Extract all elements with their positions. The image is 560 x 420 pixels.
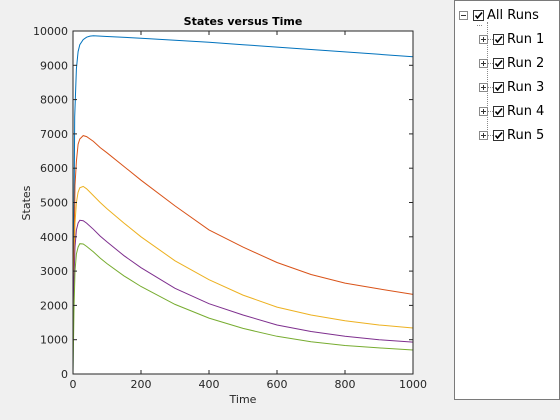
checkbox-run-3[interactable]: [493, 81, 504, 93]
collapse-icon[interactable]: [459, 10, 468, 20]
checkbox-run-4[interactable]: [493, 105, 504, 117]
tree-label-run-1: Run 1: [507, 31, 545, 47]
tree-row-run-2[interactable]: Run 2: [479, 53, 544, 73]
checkmark-icon: [474, 11, 483, 19]
checkmark-icon: [494, 35, 503, 43]
expand-icon[interactable]: [479, 130, 488, 140]
x-tick-label: 600: [267, 378, 288, 391]
tree-row-all-runs[interactable]: All Runs: [459, 5, 539, 26]
checkmark-icon: [494, 131, 503, 139]
tree-label-run-5: Run 5: [507, 127, 545, 143]
series-line-run-4: [72, 219, 414, 343]
y-tick-label: 5000: [40, 197, 68, 210]
tree-row-run-4[interactable]: Run 4: [479, 101, 544, 121]
checkmark-icon: [494, 83, 503, 91]
tree-connector-line: [488, 38, 493, 40]
expand-icon[interactable]: [479, 58, 488, 68]
y-tick-label: 6000: [40, 162, 68, 175]
y-tick-label: 2000: [40, 299, 68, 312]
y-axis-label: States: [20, 185, 33, 220]
y-tick-label: 10000: [33, 25, 68, 38]
x-tick-label: 200: [131, 378, 152, 391]
chart-title: States versus Time: [184, 15, 303, 28]
checkbox-run-1[interactable]: [493, 33, 504, 45]
tree-row-run-3[interactable]: Run 3: [479, 77, 544, 97]
runs-tree-panel[interactable]: All Runs Run 1 Run 2 Run 3 Run 4 Run 5: [454, 0, 560, 400]
tree-label-run-2: Run 2: [507, 55, 545, 71]
tree-connector-line: [488, 62, 493, 64]
y-tick-label: 4000: [40, 231, 68, 244]
x-tick-label: 0: [70, 378, 77, 391]
checkbox-run-5[interactable]: [493, 129, 504, 141]
expand-icon[interactable]: [479, 82, 488, 92]
y-tick-label: 7000: [40, 128, 68, 141]
tree-row-run-5[interactable]: Run 5: [479, 125, 544, 145]
states-vs-time-chart: 0 200 400 600 800 100001000200030004000500060…: [20, 15, 427, 406]
tree-connector-line: [477, 24, 482, 26]
tree-connector-line: [488, 110, 493, 112]
expand-icon[interactable]: [479, 34, 488, 44]
tree-label-all-runs: All Runs: [487, 7, 539, 23]
tree-label-run-4: Run 4: [507, 103, 545, 119]
checkmark-icon: [494, 59, 503, 67]
x-tick-label: 400: [199, 378, 220, 391]
y-tick-label: 3000: [40, 265, 68, 278]
y-tick-label: 8000: [40, 94, 68, 107]
x-tick-label: 1000: [399, 378, 427, 391]
tree-connector-line: [488, 86, 493, 88]
series-line-run-1: [72, 35, 414, 375]
x-axis-label: Time: [229, 393, 257, 406]
tree-row-run-1[interactable]: Run 1: [479, 29, 544, 49]
series-line-run-3: [72, 185, 414, 329]
axes-background: [73, 31, 413, 374]
checkbox-run-2[interactable]: [493, 57, 504, 69]
y-tick-label: 9000: [40, 59, 68, 72]
tree-connector-line: [488, 134, 493, 136]
y-tick-label: 1000: [40, 334, 68, 347]
series-line-run-2: [72, 135, 414, 313]
tree-connector-line: [487, 22, 488, 136]
x-tick-label: 800: [335, 378, 356, 391]
y-tick-label: 0: [61, 368, 68, 381]
checkmark-icon: [494, 107, 503, 115]
plot-panel: 0 200 400 600 800 1000 0 1000 2000 3000 4000 5000 60…: [20, 15, 427, 406]
tree-label-run-3: Run 3: [507, 79, 545, 95]
series-line-run-5: [72, 243, 414, 375]
expand-icon[interactable]: [479, 106, 488, 116]
checkbox-all-runs[interactable]: [473, 9, 484, 21]
